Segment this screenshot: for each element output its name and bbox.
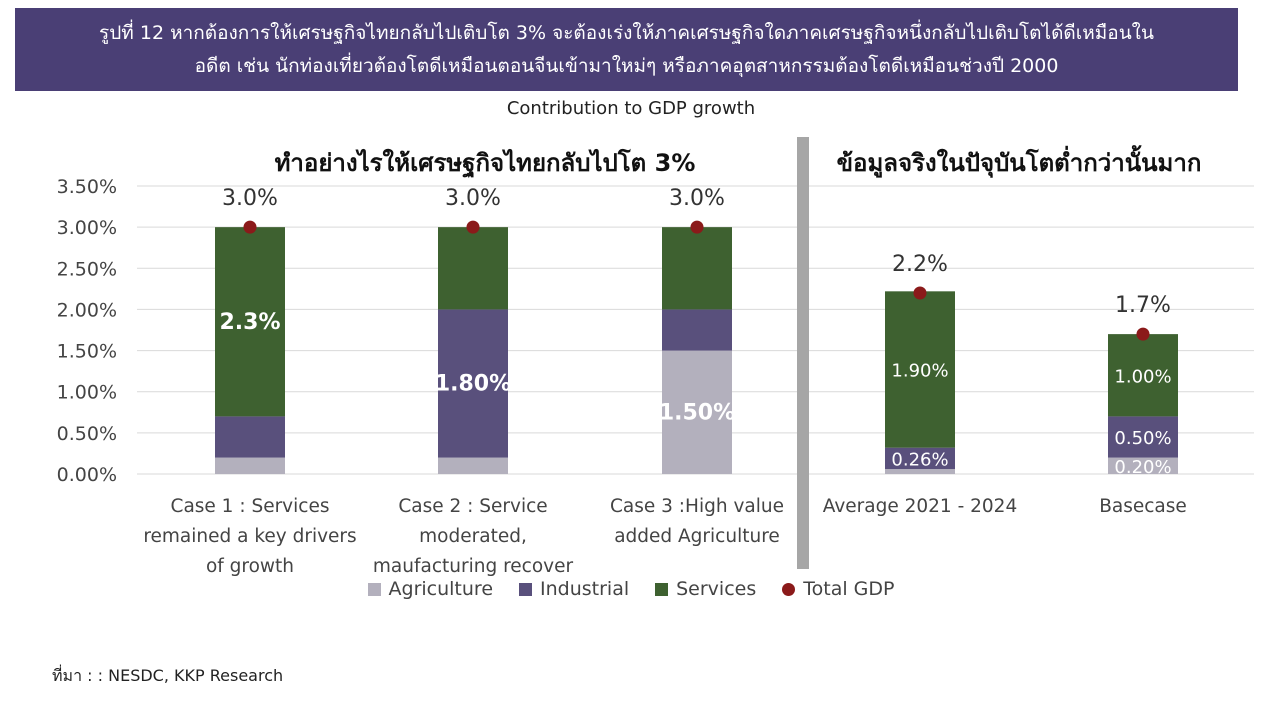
x-category-label: Case 1 : Services [171, 496, 330, 517]
legend-label-agriculture: Agriculture [388, 578, 494, 600]
y-tick-label: 1.50% [57, 341, 117, 363]
total-gdp-label: 2.2% [892, 252, 948, 277]
panel-title-right: ข้อมูลจริงในปัจุบันโตต่ำกว่านั้นมาก [837, 144, 1202, 179]
bar-data-label: 0.50% [1114, 428, 1171, 449]
bar-data-label: 1.50% [659, 400, 735, 425]
total-gdp-marker [466, 220, 480, 234]
legend-item-total-gdp: Total GDP [782, 578, 894, 600]
bar-segment-industrial [662, 309, 732, 351]
header-line-1: รูปที่ 12 หากต้องการให้เศรษฐกิจไทยกลับไป… [99, 21, 1154, 44]
x-category-label: Average 2021 - 2024 [823, 496, 1017, 517]
total-gdp-marker [690, 220, 704, 234]
total-gdp-label: 3.0% [669, 186, 725, 211]
total-gdp-label: 1.7% [1115, 293, 1171, 318]
bar-segment-services [885, 291, 955, 448]
legend-swatch-services [655, 582, 669, 596]
x-category-label: Case 3 :High value [610, 496, 784, 517]
bar-segment-services [1108, 334, 1178, 417]
bar-segment-agriculture [438, 457, 508, 474]
bar-data-label: 1.90% [891, 360, 948, 381]
source-note: ที่มา : : NESDC, KKP Research [52, 666, 284, 685]
bar-segment-agriculture [662, 350, 732, 474]
figure-header: รูปที่ 12 หากต้องการให้เศรษฐกิจไทยกลับไป… [15, 8, 1238, 91]
y-tick-label: 2.00% [57, 299, 117, 321]
panel-title-left: ทำอย่างไรให้เศรษฐกิจไทยกลับไปโต 3% [275, 148, 696, 179]
total-gdp-marker [913, 286, 927, 300]
x-category-label: remained a key drivers [143, 526, 356, 547]
bar-segment-agriculture [215, 457, 285, 474]
legend-item-industrial: Industrial [519, 578, 629, 600]
legend-item-services: Services [655, 578, 756, 600]
bar-segment-agriculture [885, 469, 955, 474]
total-gdp-label: 3.0% [445, 186, 501, 211]
bar-data-label: 1.00% [1114, 366, 1171, 387]
header-line-2: อดีต เช่น นักท่องเที่ยวต้องโตดีเหมือนตอน… [194, 54, 1059, 77]
legend-label-total-gdp: Total GDP [803, 578, 895, 600]
legend-swatch-agriculture [367, 582, 381, 596]
bar-segment-industrial [215, 416, 285, 458]
total-gdp-label: 3.0% [222, 186, 278, 211]
x-category-label: of growth [206, 556, 294, 577]
bar-segment-services [662, 227, 732, 310]
legend-label-industrial: Industrial [540, 578, 630, 600]
x-category-label: maufacturing recover [373, 556, 574, 577]
y-tick-label: 3.50% [57, 176, 117, 198]
y-tick-label: 2.50% [57, 258, 117, 280]
bar-segment-industrial [1108, 416, 1178, 458]
y-tick-label: 0.00% [57, 464, 117, 486]
total-gdp-marker [243, 220, 257, 234]
bar-segment-agriculture [1108, 457, 1178, 474]
y-tick-label: 0.50% [57, 423, 117, 445]
bar-segment-services [215, 227, 285, 417]
legend-label-services: Services [676, 578, 757, 600]
bar-segment-industrial [885, 447, 955, 470]
legend-swatch-industrial [519, 582, 533, 596]
panel-divider [797, 137, 809, 569]
bar-data-label: 1.80% [435, 371, 511, 396]
bar-segment-services [438, 227, 508, 310]
chart-title: Contribution to GDP growth [506, 98, 756, 119]
legend-swatch-total-gdp [782, 582, 796, 596]
bar-data-label: 0.26% [891, 449, 948, 470]
bar-data-label: 2.3% [219, 310, 280, 335]
total-gdp-marker [1136, 327, 1150, 341]
x-category-label: moderated, [419, 526, 527, 547]
x-category-label: added Agriculture [614, 526, 780, 547]
x-category-label: Basecase [1099, 496, 1187, 517]
legend-item-agriculture: Agriculture [367, 578, 494, 600]
y-tick-label: 1.00% [57, 382, 117, 404]
chart-legend: Agriculture Industrial Services Total GD… [0, 578, 1262, 600]
y-tick-label: 3.00% [57, 217, 117, 239]
bar-data-label: 0.20% [1114, 457, 1171, 478]
bar-segment-industrial [438, 309, 508, 458]
x-category-label: Case 2 : Service [398, 496, 547, 517]
